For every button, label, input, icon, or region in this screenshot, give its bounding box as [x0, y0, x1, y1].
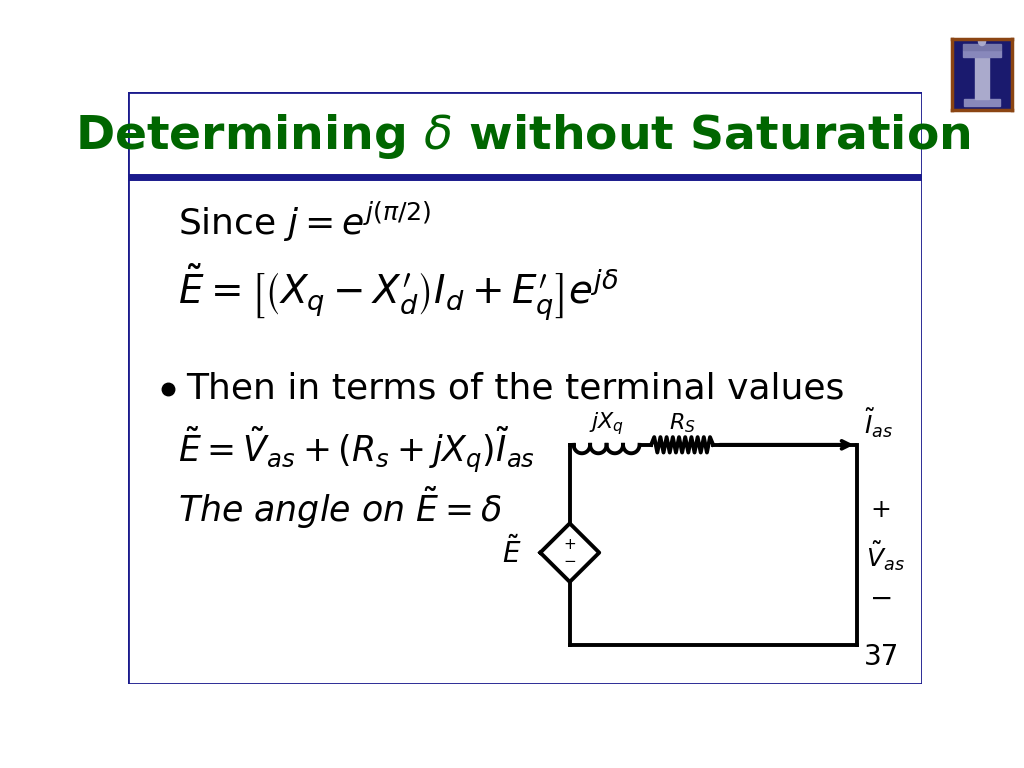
Text: +: + [870, 498, 891, 522]
Text: $\tilde{E} = \tilde{V}_{as} + (R_s + jX_q)\tilde{I}_{as}$: $\tilde{E} = \tilde{V}_{as} + (R_s + jX_… [178, 425, 536, 475]
Circle shape [979, 37, 985, 45]
Text: $\tilde{E} = \left[\left(X_q - X_d^{\prime}\right)I_d + E_q^{\prime}\right]e^{j\: $\tilde{E} = \left[\left(X_q - X_d^{\pri… [178, 262, 620, 323]
Text: +: + [563, 538, 577, 552]
Text: $jX_q$: $jX_q$ [589, 410, 625, 437]
Text: −: − [563, 554, 577, 569]
Bar [963, 44, 1001, 50]
Bar [975, 57, 989, 99]
Text: 37: 37 [864, 643, 899, 671]
Text: Then in terms of the terminal values: Then in terms of the terminal values [186, 372, 845, 406]
Bar [965, 99, 999, 106]
Text: $\tilde{V}_{as}$: $\tilde{V}_{as}$ [866, 540, 904, 573]
Text: $\tilde{E}$: $\tilde{E}$ [502, 536, 521, 569]
Text: Since $j = e^{j(\pi/2)}$: Since $j = e^{j(\pi/2)}$ [178, 200, 431, 243]
Text: $R_S$: $R_S$ [669, 412, 695, 435]
Bar [963, 50, 1001, 57]
Text: The angle on $\tilde{E} = \delta$: The angle on $\tilde{E} = \delta$ [178, 485, 502, 531]
Text: −: − [870, 584, 894, 613]
Text: $\tilde{I}_{as}$: $\tilde{I}_{as}$ [864, 406, 893, 440]
Text: Determining $\delta$ without Saturation: Determining $\delta$ without Saturation [76, 112, 971, 161]
